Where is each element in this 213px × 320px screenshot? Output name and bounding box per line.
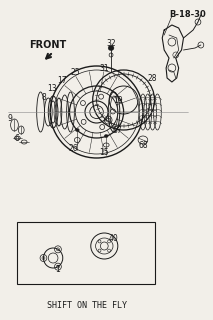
Text: 9: 9 xyxy=(7,114,12,123)
Text: 40: 40 xyxy=(109,234,119,243)
Text: 15: 15 xyxy=(99,148,109,156)
Text: 28: 28 xyxy=(148,74,157,83)
Text: 31: 31 xyxy=(99,63,109,73)
Text: 32: 32 xyxy=(106,38,116,47)
Bar xyxy=(17,222,154,284)
Text: 8: 8 xyxy=(41,92,46,101)
Text: 6: 6 xyxy=(15,133,20,142)
Text: FRONT: FRONT xyxy=(29,40,66,50)
Ellipse shape xyxy=(104,134,108,138)
Text: 67: 67 xyxy=(113,125,123,134)
Text: SHIFT ON THE FLY: SHIFT ON THE FLY xyxy=(47,300,127,309)
Text: 1: 1 xyxy=(56,266,60,275)
Ellipse shape xyxy=(75,129,79,132)
Text: 25: 25 xyxy=(71,68,80,76)
Text: 26: 26 xyxy=(69,143,78,153)
Text: 17: 17 xyxy=(57,76,67,84)
Text: 68: 68 xyxy=(138,140,148,149)
Text: 13: 13 xyxy=(47,84,57,92)
Ellipse shape xyxy=(108,45,114,51)
Text: B-18-30: B-18-30 xyxy=(169,10,206,19)
Text: 19: 19 xyxy=(113,95,123,105)
